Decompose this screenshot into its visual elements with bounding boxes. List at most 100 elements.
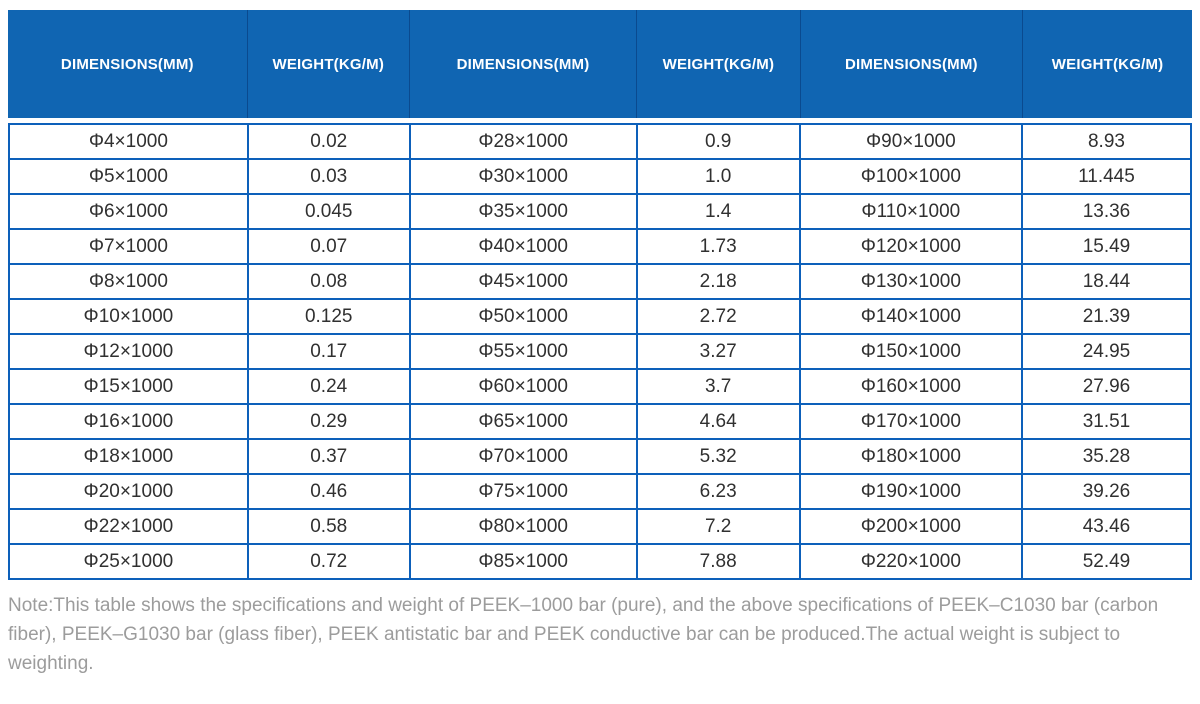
dimension-cell: Φ60×1000 — [408, 368, 638, 405]
weight-cell: 0.46 — [246, 473, 411, 510]
weight-cell: 7.88 — [635, 543, 801, 580]
column-header-weight-2: WEIGHT(KG/M) — [636, 10, 801, 118]
table-row: Φ22×1000 0.58 Φ80×1000 7.2 Φ200×1000 43.46 — [8, 508, 1193, 545]
weight-cell: 0.045 — [246, 193, 411, 230]
dimension-cell: Φ110×1000 — [798, 193, 1023, 230]
weight-cell: 24.95 — [1020, 333, 1193, 370]
dimension-cell: Φ8×1000 — [8, 263, 249, 300]
column-header-dimensions-1: DIMENSIONS(MM) — [60, 55, 194, 73]
dimension-cell: Φ5×1000 — [8, 158, 249, 195]
dimension-cell: Φ80×1000 — [408, 508, 638, 545]
weight-cell: 0.03 — [246, 158, 411, 195]
dimension-cell: Φ180×1000 — [798, 438, 1023, 475]
dimension-cell: Φ12×1000 — [8, 333, 249, 370]
dimension-cell: Φ190×1000 — [798, 473, 1023, 510]
dimension-cell: Φ90×1000 — [798, 123, 1023, 160]
dimension-cell: Φ140×1000 — [798, 298, 1023, 335]
table-row: Φ4×1000 0.02 Φ28×1000 0.9 Φ90×1000 8.93 — [8, 123, 1193, 160]
table-row: Φ7×1000 0.07 Φ40×1000 1.73 Φ120×1000 15.49 — [8, 228, 1193, 265]
dimension-cell: Φ75×1000 — [408, 473, 638, 510]
dimension-cell: Φ130×1000 — [798, 263, 1023, 300]
table-row: Φ25×1000 0.72 Φ85×1000 7.88 Φ220×1000 52.49 — [8, 543, 1193, 580]
weight-cell: 2.18 — [635, 263, 801, 300]
weight-cell: 1.73 — [635, 228, 801, 265]
weight-cell: 27.96 — [1020, 368, 1193, 405]
weight-cell: 0.02 — [246, 123, 411, 160]
table-row: Φ6×1000 0.045 Φ35×1000 1.4 Φ110×1000 13.36 — [8, 193, 1193, 230]
dimension-cell: Φ6×1000 — [8, 193, 249, 230]
weight-cell: 0.125 — [246, 298, 411, 335]
dimension-cell: Φ20×1000 — [8, 473, 249, 510]
dimension-cell: Φ150×1000 — [798, 333, 1023, 370]
weight-cell: 18.44 — [1020, 263, 1193, 300]
dimension-cell: Φ55×1000 — [408, 333, 638, 370]
weight-cell: 1.4 — [635, 193, 801, 230]
weight-cell: 11.445 — [1020, 158, 1193, 195]
weight-cell: 43.46 — [1020, 508, 1193, 545]
dimension-cell: Φ15×1000 — [8, 368, 249, 405]
weight-cell: 7.2 — [635, 508, 801, 545]
table-row: Φ5×1000 0.03 Φ30×1000 1.0 Φ100×1000 11.445 — [8, 158, 1193, 195]
weight-cell: 3.27 — [635, 333, 801, 370]
column-header-dimensions-3: DIMENSIONS(MM) — [799, 10, 1023, 118]
weight-cell: 0.72 — [246, 543, 411, 580]
dimension-cell: Φ170×1000 — [798, 403, 1023, 440]
dimension-cell: Φ30×1000 — [408, 158, 638, 195]
weight-cell: 35.28 — [1020, 438, 1193, 475]
dimension-cell: Φ4×1000 — [8, 123, 249, 160]
weight-cell: 6.23 — [635, 473, 801, 510]
weight-cell: 0.07 — [246, 228, 411, 265]
table-row: Φ10×1000 0.125 Φ50×1000 2.72 Φ140×1000 21.39 — [8, 298, 1193, 335]
weight-cell: 39.26 — [1020, 473, 1193, 510]
dimension-cell: Φ65×1000 — [408, 403, 638, 440]
table-row: Φ18×1000 0.37 Φ70×1000 5.32 Φ180×1000 35.28 — [8, 438, 1193, 475]
weight-cell: 0.58 — [246, 508, 411, 545]
dimension-cell: Φ18×1000 — [8, 438, 249, 475]
weight-cell: 21.39 — [1020, 298, 1193, 335]
weight-cell: 8.93 — [1020, 123, 1193, 160]
table-row: Φ20×1000 0.46 Φ75×1000 6.23 Φ190×1000 39.26 — [8, 473, 1193, 510]
table-body: Φ4×1000 0.02 Φ28×1000 0.9 Φ90×1000 8.93 Φ5×100… — [8, 123, 1193, 580]
weight-cell: 5.32 — [635, 438, 801, 475]
weight-cell: 4.64 — [635, 403, 801, 440]
weight-cell: 0.08 — [246, 263, 411, 300]
dimension-cell: Φ160×1000 — [798, 368, 1023, 405]
dimension-cell: Φ35×1000 — [408, 193, 638, 230]
dimension-cell: Φ100×1000 — [798, 158, 1023, 195]
dimension-cell: Φ50×1000 — [408, 298, 638, 335]
table-row: Φ8×1000 0.08 Φ45×1000 2.18 Φ130×1000 18.44 — [8, 263, 1193, 300]
weight-cell: 2.72 — [635, 298, 801, 335]
dimension-cell: Φ85×1000 — [408, 543, 638, 580]
table-row: Φ12×1000 0.17 Φ55×1000 3.27 Φ150×1000 24.95 — [8, 333, 1193, 370]
weight-cell: 15.49 — [1020, 228, 1193, 265]
weight-cell: 0.37 — [246, 438, 411, 475]
dimension-cell: Φ25×1000 — [8, 543, 249, 580]
table-row: Φ16×1000 0.29 Φ65×1000 4.64 Φ170×1000 31.51 — [8, 403, 1193, 440]
dimension-cell: Φ220×1000 — [798, 543, 1023, 580]
column-header-weight-1: WEIGHT(KG/M) — [246, 10, 410, 118]
header-row: DIMENSIONS(MM) WEIGHT(KG/M) DIMENSIONS(M… — [8, 10, 1192, 118]
column-header-dimensions-2: DIMENSIONS(MM) — [408, 10, 637, 118]
weight-cell: 52.49 — [1020, 543, 1193, 580]
dimension-cell: Φ16×1000 — [8, 403, 249, 440]
dimension-cell: Φ120×1000 — [798, 228, 1023, 265]
weight-cell: 1.0 — [635, 158, 801, 195]
weight-cell: 31.51 — [1020, 403, 1193, 440]
table-header: DIMENSIONS(MM) WEIGHT(KG/M) DIMENSIONS(M… — [8, 10, 1192, 118]
dimension-cell: Φ22×1000 — [8, 508, 249, 545]
dimension-cell: Φ40×1000 — [408, 228, 638, 265]
spec-sheet: DIMENSIONS(MM) WEIGHT(KG/M) DIMENSIONS(M… — [8, 10, 1193, 678]
weight-cell: 13.36 — [1020, 193, 1193, 230]
dimension-cell: Φ10×1000 — [8, 298, 249, 335]
weight-cell: 3.7 — [635, 368, 801, 405]
dimension-cell: Φ200×1000 — [798, 508, 1023, 545]
spec-table: Φ4×1000 0.02 Φ28×1000 0.9 Φ90×1000 8.93 Φ5×100… — [8, 123, 1193, 580]
table-note: Note:This table shows the specifications… — [8, 595, 1159, 674]
weight-cell: 0.9 — [635, 123, 801, 160]
dimension-cell: Φ70×1000 — [408, 438, 638, 475]
weight-cell: 0.29 — [246, 403, 411, 440]
weight-cell: 0.17 — [246, 333, 411, 370]
dimension-cell: Φ7×1000 — [8, 228, 249, 265]
dimension-cell: Φ28×1000 — [408, 123, 638, 160]
column-header-weight-3: WEIGHT(KG/M) — [1022, 10, 1192, 118]
